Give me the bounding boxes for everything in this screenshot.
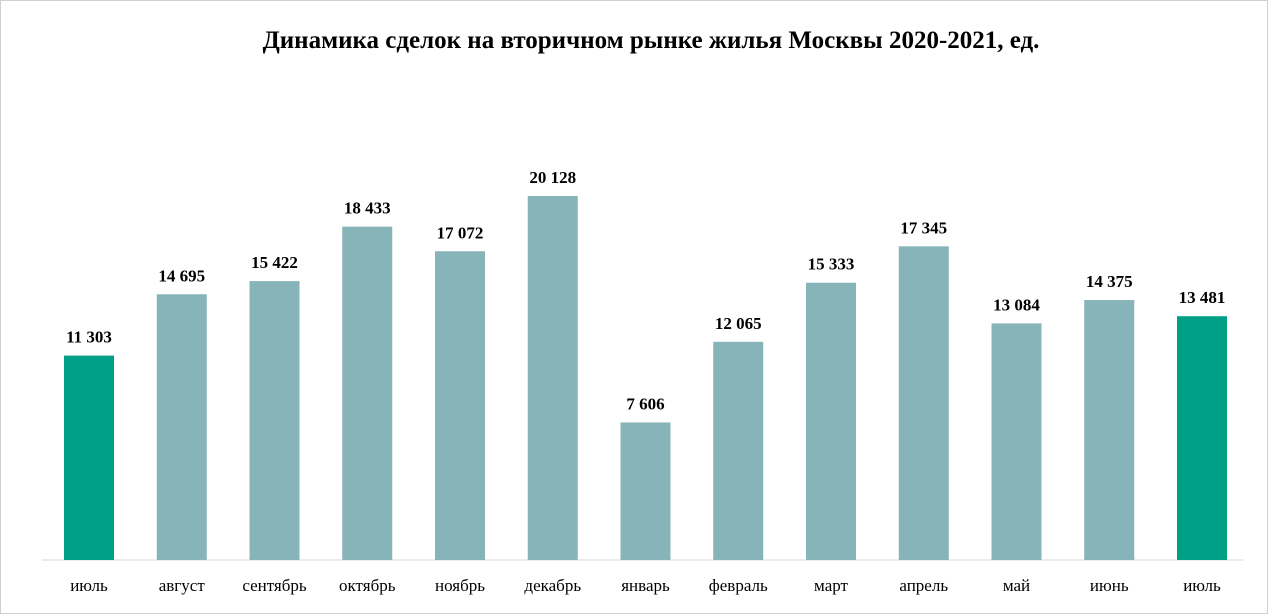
bar-6 (620, 422, 671, 560)
value-labels-group: 11 303 14 695 15 422 18 433 17 072 20 128 7 60… (66, 168, 1225, 413)
category-label-5: декабрь (524, 576, 581, 595)
bar-0 (64, 355, 114, 560)
category-labels-group: июль август сентябрь октябрь ноябрь декабрь ян… (70, 576, 1221, 595)
bar-7 (713, 341, 764, 560)
value-label-1: 14 695 (158, 266, 205, 285)
bar-12 (1177, 316, 1227, 560)
bar-2 (249, 281, 300, 560)
value-label-10: 13 084 (993, 295, 1040, 314)
category-label-2: сентябрь (242, 576, 307, 595)
value-label-12: 13 481 (1179, 288, 1226, 307)
bar-11 (1084, 300, 1135, 560)
category-label-0: июль (70, 576, 108, 595)
category-label-7: февраль (709, 576, 768, 595)
bar-4 (435, 251, 485, 560)
value-label-3: 18 433 (344, 199, 391, 218)
value-label-11: 14 375 (1086, 272, 1133, 291)
category-label-8: март (814, 576, 848, 595)
value-label-8: 15 333 (808, 255, 855, 274)
bar-9 (898, 246, 949, 560)
category-label-4: ноябрь (435, 576, 485, 595)
value-label-6: 7 606 (626, 394, 664, 413)
bar-10 (991, 323, 1042, 560)
bars-group (64, 196, 1227, 560)
chart-title: Динамика сделок на вторичном рынке жилья… (262, 27, 1040, 54)
category-label-3: октябрь (339, 576, 396, 595)
bar-5 (527, 196, 578, 560)
bar-1 (156, 294, 207, 560)
bar-3 (342, 226, 393, 560)
category-label-9: апрель (899, 576, 948, 595)
value-label-0: 11 303 (66, 328, 112, 347)
value-label-7: 12 065 (715, 314, 762, 333)
category-label-6: январь (621, 576, 670, 595)
value-label-5: 20 128 (529, 168, 576, 187)
category-label-12: июль (1183, 576, 1221, 595)
value-label-9: 17 345 (900, 218, 947, 237)
category-label-1: август (159, 576, 206, 595)
value-label-4: 17 072 (437, 223, 484, 242)
category-label-10: май (1003, 576, 1030, 595)
bar-8 (806, 282, 856, 560)
value-label-2: 15 422 (251, 253, 298, 272)
category-label-11: июнь (1090, 576, 1129, 595)
